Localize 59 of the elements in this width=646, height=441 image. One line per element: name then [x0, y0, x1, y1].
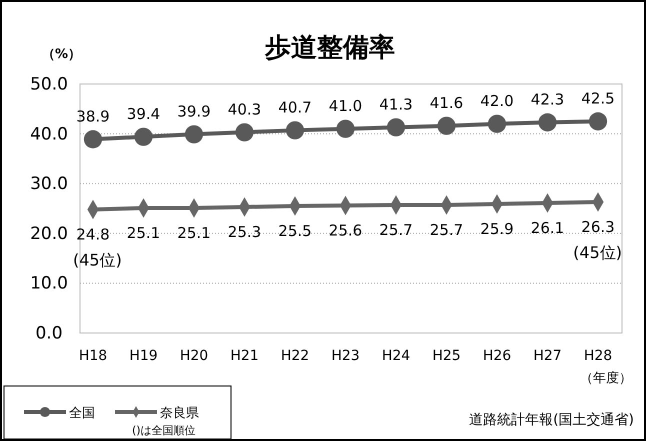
data-label: 26.1 [530, 219, 564, 238]
chart-title: 歩道整備率 [264, 33, 395, 63]
data-label: 25.9 [480, 220, 514, 238]
text: 道路統計年報(国土交通省) [469, 412, 634, 428]
legend-label: 奈良県 [160, 406, 199, 421]
x-tick-label: H23 [331, 348, 360, 364]
data-label: 25.6 [328, 222, 362, 240]
data-label: 42.5 [581, 89, 615, 108]
point [286, 121, 304, 140]
y-tick-label: 50.0 [30, 74, 68, 94]
x-tick-label: H21 [230, 348, 259, 364]
data-label: 25.3 [228, 223, 262, 242]
data-label: 41.3 [379, 95, 413, 114]
data-label: 26.3 [581, 218, 615, 236]
x-tick-label: H28 [584, 348, 612, 364]
data-label: 25.7 [430, 221, 464, 240]
data-label: 25.7 [379, 221, 413, 240]
point [184, 125, 204, 144]
x-tick-label: H24 [382, 348, 410, 364]
data-label: 40.3 [228, 100, 262, 118]
data-label: 42.3 [530, 90, 564, 108]
data-label: 24.8 [76, 225, 110, 244]
y-tick-label: 40.0 [30, 124, 68, 144]
point [84, 130, 102, 148]
data-label: 25.1 [177, 224, 211, 242]
data-label: 40.7 [278, 98, 312, 116]
data-label: 39.9 [177, 102, 211, 120]
annotation: (45位) [573, 243, 622, 262]
data-label: 41.6 [430, 94, 464, 112]
y-tick-label: 30.0 [30, 174, 68, 194]
point [588, 112, 608, 130]
x-tick-label: H22 [280, 348, 310, 364]
x-tick-label: H19 [129, 348, 158, 364]
x-tick-label: H18 [78, 348, 108, 364]
data-label: 25.1 [126, 224, 160, 242]
y-tick-label: 20.0 [30, 224, 68, 244]
point [386, 118, 406, 136]
x-tick-label: H26 [482, 348, 512, 364]
point [538, 113, 557, 132]
y-tick-label: 0.0 [35, 323, 63, 344]
data-label: 39.4 [126, 104, 160, 123]
annotation: (45位) [73, 250, 122, 270]
point [235, 123, 254, 142]
point [488, 114, 506, 133]
data-label: 41.0 [328, 96, 362, 115]
x-axis-title: （年度） [580, 370, 632, 386]
x-tick-label: H27 [533, 348, 562, 364]
legend-label: 全国 [69, 406, 95, 421]
x-tick-label: H25 [432, 348, 461, 364]
data-label: 25.5 [278, 222, 312, 240]
text: ()は全国順位 [132, 424, 196, 437]
point [134, 128, 153, 146]
y-tick-label: 10.0 [30, 274, 68, 294]
data-label: 38.9 [76, 107, 110, 126]
x-tick-label: H20 [180, 348, 208, 364]
point [336, 120, 355, 138]
data-label: 42.0 [480, 92, 514, 110]
point [437, 116, 456, 135]
y-axis-title: （%） [42, 47, 82, 62]
